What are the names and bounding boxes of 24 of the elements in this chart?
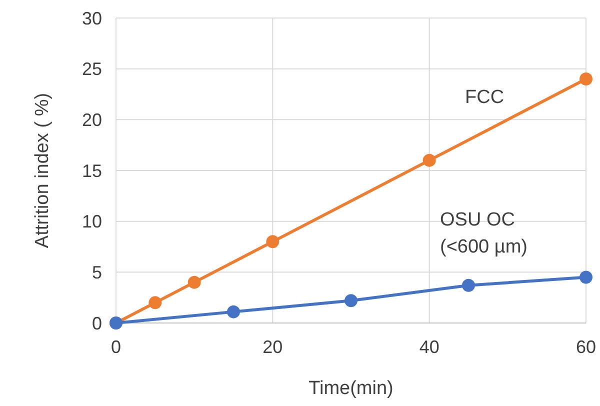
y-tick-label: 30 [82, 8, 102, 28]
x-tick-label: 20 [262, 337, 283, 357]
x-tick-label: 0 [110, 337, 122, 357]
point [580, 72, 592, 86]
y-tick-label: 0 [92, 313, 102, 334]
point [422, 154, 436, 167]
series-label: OSU OC (<600 µm) [440, 209, 528, 258]
point [227, 305, 240, 318]
point [580, 270, 592, 284]
y-tick-label: 15 [82, 160, 102, 181]
x-tick-label: 40 [419, 337, 440, 357]
point [344, 294, 358, 308]
point [188, 276, 201, 289]
series-label: FCC [465, 87, 504, 108]
y-tick-label: 5 [92, 262, 102, 282]
y-tick-label: 10 [82, 212, 102, 232]
point [148, 296, 162, 310]
x-axis-title: Time(min) [308, 378, 394, 399]
point [462, 278, 475, 292]
point [266, 235, 280, 248]
x-tick-label: 60 [576, 337, 596, 357]
y-tick-label: 25 [82, 59, 102, 80]
y-axis-title: Attrition index ( %) [32, 92, 53, 248]
y-tick-label: 20 [82, 110, 102, 130]
